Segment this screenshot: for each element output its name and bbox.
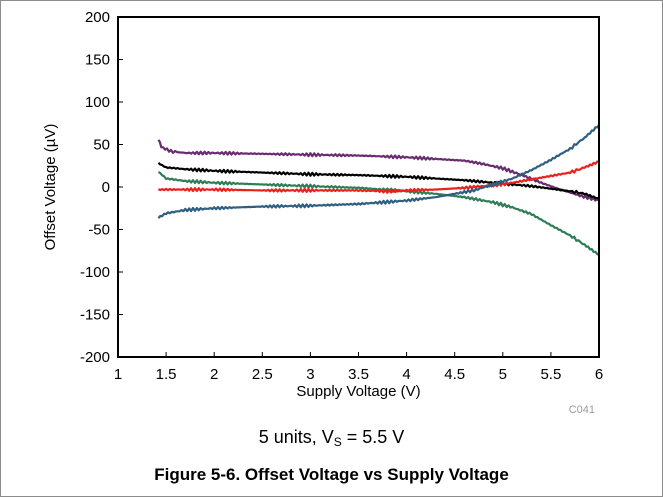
subtitle-subscript: S [333,435,342,449]
figure-caption: Figure 5-6. Offset Voltage vs Supply Vol… [154,465,509,484]
subtitle-suffix: = 5.5 V [341,427,405,447]
series-line-2 [157,162,600,200]
x-axis-label: Supply Voltage (V) [296,383,420,400]
series-line-5 [157,124,600,219]
x-tick-label: 1 [114,366,122,383]
x-tick-label: 6 [595,366,603,383]
y-tick-label: 0 [102,179,110,196]
x-tick-label: 3.5 [348,366,369,383]
x-tick-label: 2 [210,366,218,383]
chart-subtitle: 5 units, VS = 5.5 V [1,427,662,449]
series-line-1 [157,139,600,202]
figure-code-label: C041 [569,404,595,416]
series-line-3 [157,171,600,256]
y-tick-label: 50 [93,137,110,154]
x-tick-label: 3 [306,366,314,383]
y-tick-label: 200 [85,9,110,26]
series-group [157,124,600,256]
y-axis-label: Offset Voltage (µV) [42,124,59,251]
y-tick-label: 150 [85,52,110,69]
y-tick-label: -100 [80,264,110,281]
x-tick-label: 4.5 [444,366,465,383]
x-tick-label: 2.5 [252,366,273,383]
x-tick-label: 1.5 [156,366,177,383]
y-tick-label: -50 [88,222,110,239]
y-axis-ticks: -200 -150 -100 -50 0 50 100 150 200 [80,9,123,366]
x-tick-label: 4 [402,366,410,383]
series-line-4 [157,160,600,194]
y-tick-label: -200 [80,349,110,366]
subtitle-prefix: 5 units, V [258,427,334,447]
x-axis-ticks: 1 1.5 2 2.5 3 3.5 4 4.5 5 5.5 6 [114,352,603,383]
x-tick-label: 5 [499,366,507,383]
y-tick-label: -150 [80,307,110,324]
x-tick-label: 5.5 [540,366,561,383]
y-tick-label: 100 [85,94,110,111]
